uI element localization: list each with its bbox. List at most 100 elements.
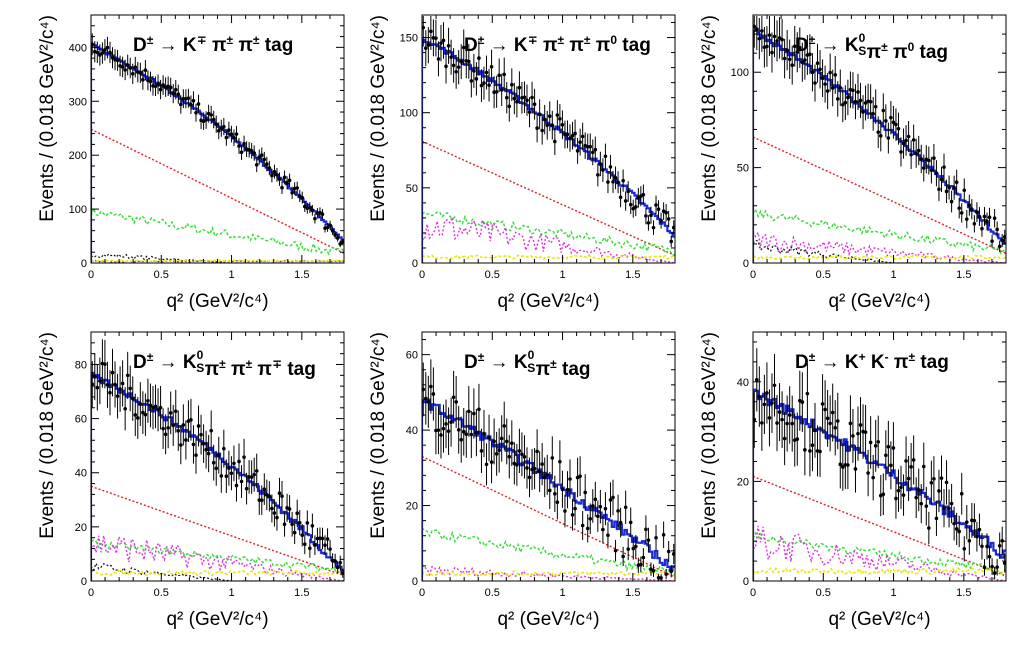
data-point (906, 134, 911, 139)
y-tick-label: 0 (412, 576, 418, 588)
data-point (272, 169, 277, 174)
data-point (270, 173, 274, 178)
y-tick-label: 0 (743, 258, 749, 270)
data-point (560, 487, 565, 492)
data-point (547, 488, 552, 493)
data-point (558, 116, 562, 121)
data-point (967, 203, 972, 207)
data-point (833, 73, 838, 77)
data-point (613, 548, 618, 553)
data-point (664, 572, 668, 576)
data-point (937, 187, 941, 192)
data-point (631, 206, 636, 211)
data-point (820, 402, 825, 406)
data-point (535, 449, 539, 454)
data-point (626, 189, 630, 194)
data-point (889, 463, 893, 468)
data-point (108, 390, 112, 395)
data-point (469, 432, 474, 437)
panel-5: 0 0.5 1 1.5 0 20 40 60 Events / (0.018 GeV²/c⁴) q… (368, 331, 676, 630)
data-point (525, 466, 529, 470)
data-point (287, 507, 292, 511)
data-point (194, 110, 198, 115)
data-point (252, 151, 256, 155)
data-point (176, 92, 181, 96)
data-point (423, 396, 428, 401)
data-point (644, 214, 648, 218)
data-point (325, 225, 330, 230)
data-point (446, 43, 451, 48)
panel-title: D± → K∓ π± π± π0 tag (464, 33, 651, 56)
magenta-dotted-curve (753, 230, 1006, 263)
data-point (611, 180, 615, 184)
data-point (573, 506, 577, 511)
data-point (267, 494, 272, 499)
data-point (227, 128, 231, 132)
data-point (871, 475, 875, 480)
data-point (818, 449, 822, 454)
data-point (555, 500, 560, 505)
data-point (477, 407, 481, 412)
x-tick-label: 0.5 (485, 587, 500, 599)
data-point (585, 526, 590, 531)
data-point (894, 496, 898, 501)
plot-area (753, 16, 1006, 263)
data-point (494, 452, 499, 456)
data-point (641, 192, 646, 197)
x-tick-label: 1 (559, 587, 565, 599)
data-point (805, 391, 810, 396)
data-point (964, 217, 969, 221)
data-point (123, 406, 127, 411)
y-tick-label: 0 (81, 258, 87, 270)
data-point (141, 78, 145, 82)
x-axis-label: q² (GeV²/c⁴) (828, 609, 930, 630)
data-point (446, 429, 451, 433)
data-point (158, 405, 163, 410)
data-point (325, 537, 330, 541)
data-point (815, 61, 820, 66)
data-point (618, 195, 623, 200)
data-point (828, 70, 832, 75)
data-point (790, 421, 795, 426)
data-point (558, 459, 562, 464)
data-point (313, 216, 317, 221)
data-point (484, 462, 489, 467)
data-point (181, 423, 186, 427)
data-point (929, 168, 934, 173)
data-point (669, 239, 674, 244)
data-point (972, 221, 977, 226)
data-point (795, 50, 800, 55)
data-point (899, 485, 903, 490)
x-axis: 0 0.5 1 1.5 (419, 332, 676, 599)
data-point (997, 543, 1002, 548)
data-point (338, 242, 343, 246)
data-point (441, 38, 446, 43)
data-point (568, 477, 572, 481)
data-point (537, 469, 542, 474)
data-point (835, 419, 840, 423)
x-axis-label: q² (GeV²/c⁴) (497, 609, 599, 630)
data-point (522, 95, 527, 100)
data-point (580, 134, 585, 139)
data-point (189, 102, 193, 107)
data-point (833, 425, 838, 430)
x-axis: 0 0.5 1 1.5 (419, 15, 676, 281)
data-point (828, 421, 832, 426)
data-point (621, 554, 625, 559)
y-tick-label: 0 (412, 258, 418, 270)
data-point (95, 385, 100, 390)
data-point (995, 227, 999, 232)
data-point (560, 122, 565, 127)
y-tick-label: 100 (400, 108, 418, 120)
data-point (234, 132, 239, 136)
data-point (328, 223, 332, 228)
data-point (598, 504, 603, 509)
data-point (800, 60, 805, 65)
data-point (785, 48, 789, 52)
data-point (606, 180, 610, 184)
y-tick-label: 0 (81, 576, 87, 588)
data-point (492, 439, 496, 444)
data-point (128, 386, 133, 391)
y-axis-label: Events / (0.018 GeV²/c⁴) (37, 15, 58, 222)
data-point (184, 438, 188, 442)
